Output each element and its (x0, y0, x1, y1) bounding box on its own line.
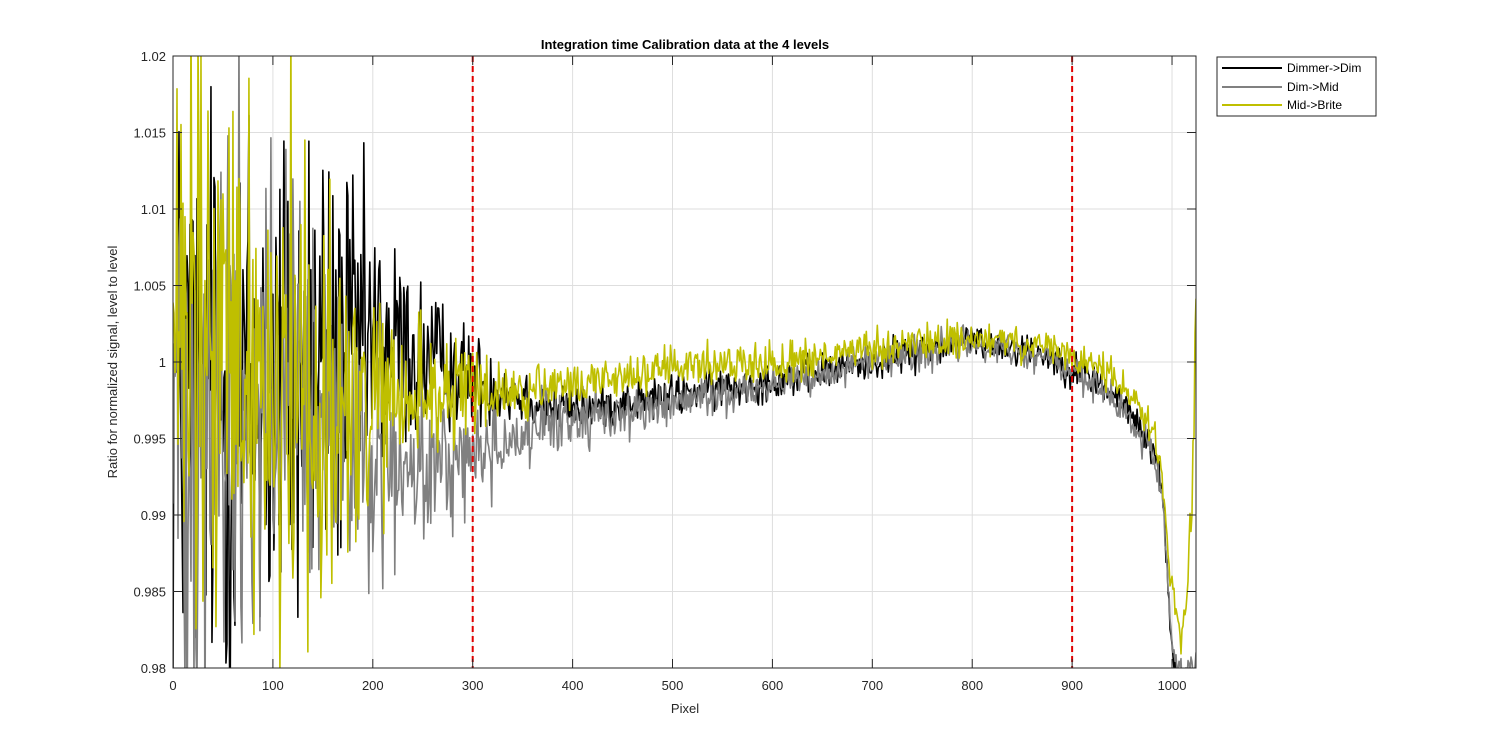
x-tick-label: 200 (362, 678, 384, 693)
x-tick-label: 800 (961, 678, 983, 693)
y-tick-label: 1.005 (133, 279, 166, 294)
tick-labels: 0 100 200 300 400 500 600 700 800 900 1000 0.98 0.98… (133, 49, 1186, 693)
series-line-dim-mid (173, 56, 1196, 668)
legend: Dimmer->Dim Dim->Mid Mid->Brite (1216, 56, 1377, 117)
x-tick-label: 600 (762, 678, 784, 693)
x-tick-label: 0 (169, 678, 176, 693)
series-layer (173, 56, 1196, 668)
legend-label-dimmer-dim: Dimmer->Dim (1287, 61, 1361, 75)
x-tick-label: 400 (562, 678, 584, 693)
y-tick-label: 0.98 (141, 661, 166, 676)
chart-title: Integration time Calibration data at the… (541, 37, 829, 52)
x-tick-label: 700 (861, 678, 883, 693)
y-tick-label: 1 (159, 355, 166, 370)
x-axis-label: Pixel (671, 701, 699, 716)
reference-lines (471, 56, 1074, 668)
legend-label-dim-mid: Dim->Mid (1287, 80, 1339, 94)
x-tick-label: 100 (262, 678, 284, 693)
y-tick-label: 1.02 (141, 49, 166, 64)
y-tick-label: 1.01 (141, 202, 166, 217)
y-tick-label: 1.015 (133, 126, 166, 141)
axes (172, 55, 1197, 669)
y-tick-label: 0.985 (133, 585, 166, 600)
series-line-mid-brite (173, 56, 1196, 668)
x-tick-label: 500 (662, 678, 684, 693)
x-tick-label: 900 (1061, 678, 1083, 693)
y-tick-label: 0.99 (141, 508, 166, 523)
legend-label-mid-brite: Mid->Brite (1287, 98, 1342, 112)
y-axis-label: Ratio for normalized signal, level to le… (105, 246, 120, 479)
x-tick-label: 300 (462, 678, 484, 693)
x-tick-label: 1000 (1158, 678, 1187, 693)
y-tick-label: 0.995 (133, 432, 166, 447)
